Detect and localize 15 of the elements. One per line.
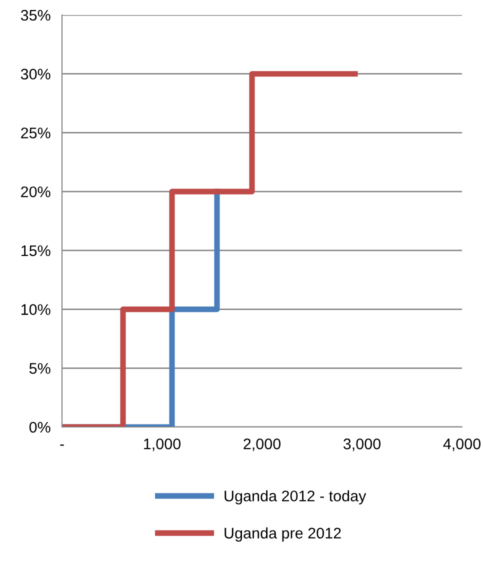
y-tick-label: 15% [21,245,50,256]
x-tick-label: - [60,444,64,446]
x-tick-label: 3,000 [343,438,381,452]
y-tick-label: 20% [21,186,50,198]
y-tick-label: 10% [21,304,50,315]
y-tick-label: 25% [21,128,50,138]
y-tick-label: 5% [29,363,50,374]
legend-label: Uganda pre 2012 [224,527,341,542]
x-tick-label: 1,000 [144,438,181,452]
y-tick-label: 30% [20,68,50,80]
legend-label: Uganda 2012 - today [224,490,366,504]
x-tick-label: 4,000 [443,438,481,452]
y-tick-label: 0% [29,422,50,433]
y-tick-label: 35% [20,10,50,21]
x-tick-label: 2,000 [244,438,281,452]
